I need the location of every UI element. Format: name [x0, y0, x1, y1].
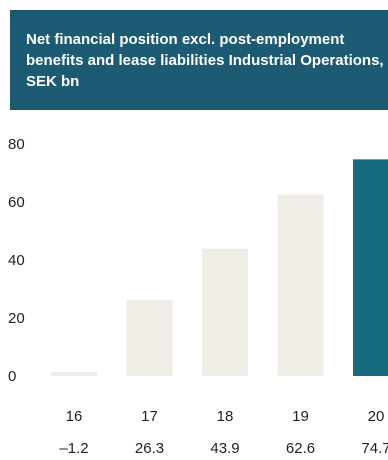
category-label: 19: [292, 408, 309, 425]
bar-17: [126, 299, 173, 376]
value-label: –1.2: [59, 440, 88, 457]
value-label: 74.7: [361, 440, 388, 457]
y-tick-label: 20: [8, 310, 25, 327]
category-label: 18: [217, 408, 234, 425]
value-label: 26.3: [135, 440, 164, 457]
value-label: 62.6: [286, 440, 315, 457]
y-tick-label: 40: [8, 252, 25, 269]
y-tick-label: 60: [8, 194, 25, 211]
bar-18: [202, 248, 248, 376]
category-label: 20: [368, 408, 385, 425]
bar-19: [277, 194, 324, 376]
chart-title: Net financial position excl. post-employ…: [26, 31, 384, 90]
bar-20: [353, 159, 388, 376]
y-tick-label: 0: [8, 368, 16, 385]
bar-16: [51, 372, 97, 376]
category-label: 16: [66, 408, 83, 425]
y-tick-label: 80: [8, 136, 25, 153]
chart-header: Net financial position excl. post-employ…: [10, 10, 388, 110]
category-label: 17: [141, 408, 158, 425]
value-label: 43.9: [210, 440, 239, 457]
